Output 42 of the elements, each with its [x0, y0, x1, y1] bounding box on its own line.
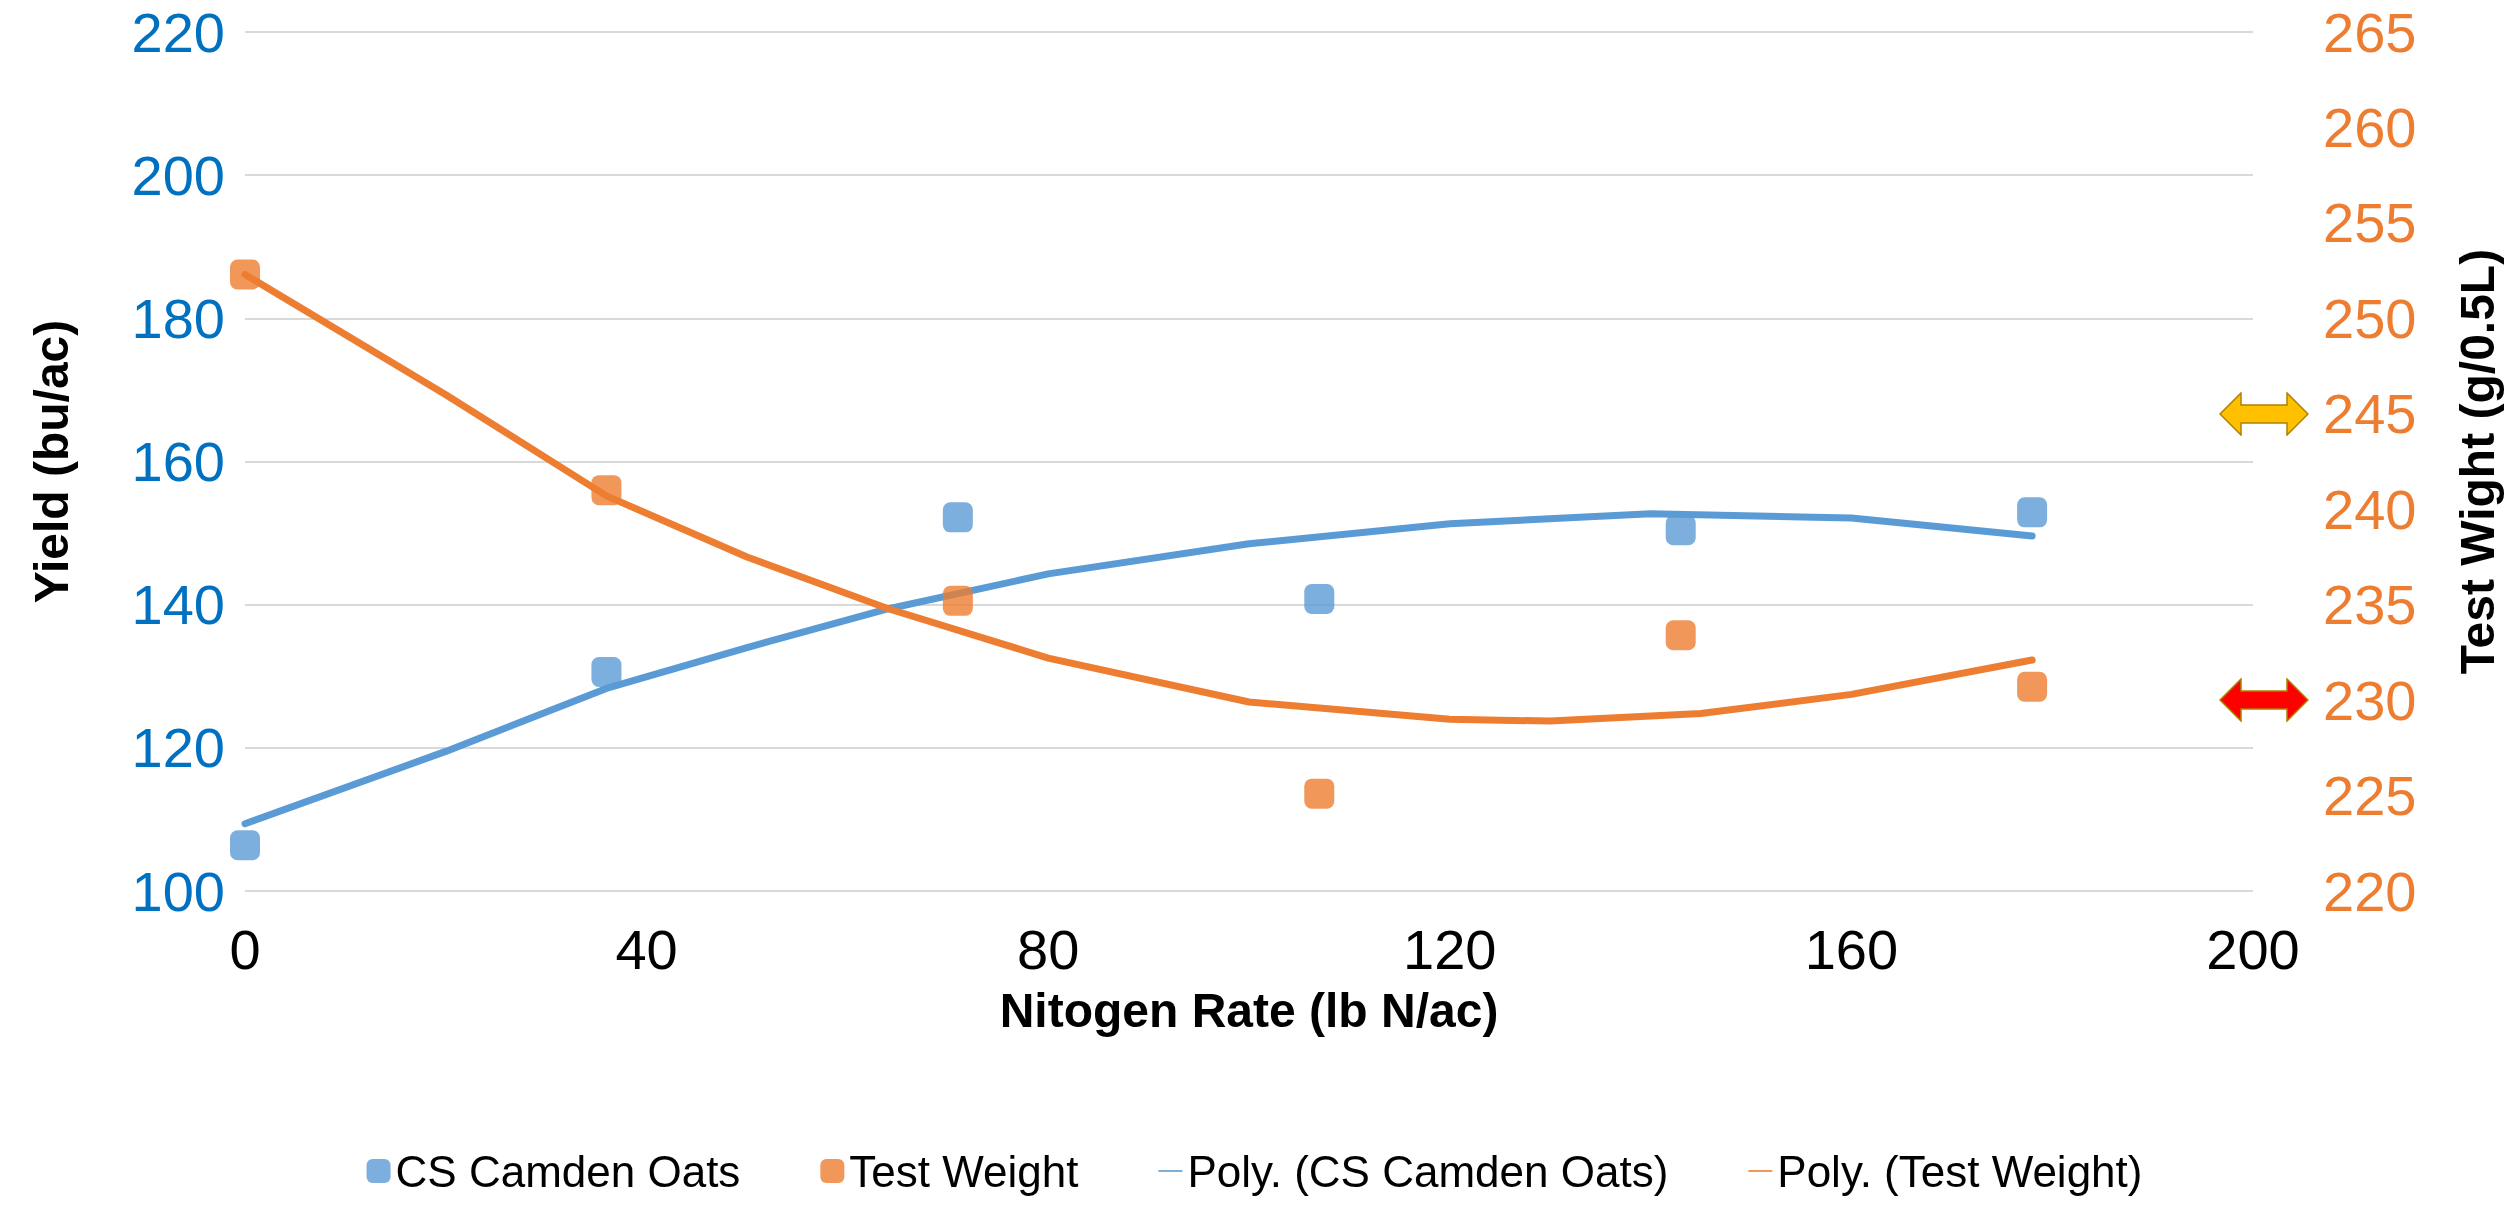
x-tick-label: 120: [1403, 917, 1497, 981]
point: [591, 656, 622, 687]
y-axis-title: Yield (bu/ac): [24, 319, 78, 604]
legend-label: Test Weight: [849, 1146, 1079, 1196]
y2-tick-label: 265: [2323, 0, 2417, 64]
y2-tick-label: 260: [2323, 95, 2417, 159]
x-axis-title: Nitogen Rate (lb N/ac): [999, 983, 1499, 1037]
point: [942, 502, 973, 533]
point: [1665, 515, 1696, 546]
y-tick-label: 160: [131, 430, 225, 493]
point: [230, 830, 260, 861]
y-tick-label: 220: [131, 0, 225, 64]
point: [1304, 778, 1335, 809]
y2-tick-label: 225: [2323, 764, 2417, 828]
y2-axis-title: Test Wight (g/0.5L): [2450, 248, 2504, 675]
y2-tick-label: 245: [2323, 382, 2417, 446]
point: [1665, 620, 1696, 651]
point: [2017, 497, 2048, 528]
legend-label: Poly. (Test Weight): [1777, 1146, 2143, 1196]
y2-tick-label: 255: [2323, 191, 2417, 255]
y-tick-label: 140: [131, 573, 225, 637]
y2-tick-label: 230: [2323, 668, 2417, 732]
x-tick-label: 200: [2206, 917, 2300, 981]
x-tick-label: 40: [615, 917, 678, 981]
point: [2017, 671, 2048, 702]
x-tick-label: 160: [1804, 917, 1899, 981]
legend-label: CS Camden Oats: [395, 1146, 741, 1196]
point: [591, 475, 622, 506]
y-tick-label: 200: [131, 143, 225, 207]
y2-tick-label: 220: [2323, 859, 2417, 923]
y2-tick-label: 235: [2323, 573, 2417, 637]
y2-tick-label: 240: [2323, 477, 2417, 541]
y2-tick-label: 250: [2323, 286, 2417, 350]
x-tick-label: 0: [229, 917, 261, 981]
y-tick-label: 100: [131, 859, 225, 923]
legend-label: Poly. (CS Camden Oats): [1187, 1146, 1669, 1196]
x-tick-label: 80: [1017, 917, 1080, 981]
y-tick-label: 180: [131, 286, 225, 350]
point: [942, 585, 973, 616]
point: [230, 259, 260, 290]
point: [1304, 583, 1335, 614]
y-tick-label: 120: [131, 716, 225, 780]
